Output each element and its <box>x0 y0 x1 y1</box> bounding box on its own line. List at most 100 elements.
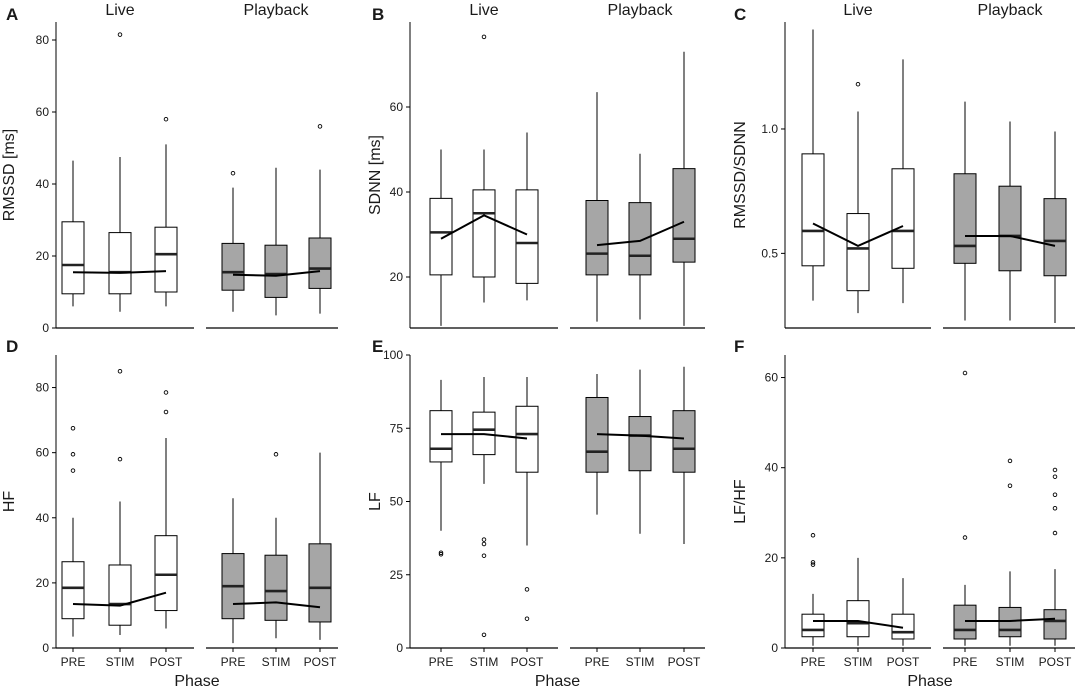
y-tick-label: 100 <box>383 348 403 362</box>
box-iqr <box>264 554 288 621</box>
series-live <box>429 376 539 638</box>
panel-d: D 0 20 40 60 80 HF PRE STIM POST PRE STIM POST Phase <box>1 337 338 690</box>
mean-line <box>72 270 167 274</box>
outlier-point <box>70 452 76 457</box>
series-live <box>61 369 178 637</box>
box-pre <box>221 498 245 644</box>
mean-line <box>440 214 528 240</box>
panel-a: A Live Playback 0 20 40 60 80 RMSSD [ms] <box>1 2 338 335</box>
y-tick-label: 0 <box>42 641 49 655</box>
y-tick-label: 1.0 <box>761 122 778 136</box>
outlier-point <box>438 550 444 556</box>
x-tick-label: POST <box>511 655 544 669</box>
box-post <box>154 116 178 307</box>
panel-c: C Live Playback 0.5 1.0 RMSSD/SDNN <box>732 2 1075 329</box>
outlier-point <box>1052 492 1058 497</box>
outlier-point <box>524 587 530 592</box>
x-tick-label: PRE <box>429 655 454 669</box>
box-pre <box>429 379 453 557</box>
box-iqr <box>429 410 453 463</box>
y-tick-label: 60 <box>390 100 404 114</box>
series-playback <box>585 366 696 544</box>
outlier-point <box>117 456 123 462</box>
panel-letter: A <box>6 5 18 24</box>
outlier-point <box>163 390 169 395</box>
y-tick-label: 75 <box>390 421 404 435</box>
box-iqr <box>801 153 825 267</box>
box-iqr <box>515 405 539 473</box>
box-iqr <box>154 535 178 612</box>
outlier-point <box>1052 467 1058 473</box>
x-axis-title: Phase <box>535 673 580 690</box>
outlier-point <box>1007 458 1013 464</box>
box-pre <box>221 170 245 312</box>
x-axis-title: Phase <box>174 673 219 690</box>
x-tick-label: STIM <box>262 655 291 669</box>
outlier-point <box>481 537 487 542</box>
mean-line <box>965 617 1056 622</box>
panel-e: E 0 25 50 75 100 LF PRE STIM POST PRE STIM POST Phase <box>367 337 705 690</box>
box-iqr <box>953 173 977 264</box>
strip-label-playback: Playback <box>978 2 1044 19</box>
panel-letter: E <box>372 337 383 356</box>
panel-letter: D <box>6 337 18 356</box>
y-tick-label: 60 <box>36 105 50 119</box>
x-tick-label: PRE <box>953 655 978 669</box>
strip-label-playback: Playback <box>608 2 674 19</box>
box-post <box>891 578 915 646</box>
series-live <box>801 533 915 646</box>
mean-line <box>812 222 904 248</box>
y-axis-title: LF/HF <box>732 479 749 524</box>
x-tick-label: POST <box>1039 655 1072 669</box>
y-tick-label: 40 <box>36 177 50 191</box>
outlier-point <box>1052 474 1058 479</box>
x-tick-label: PRE <box>801 655 826 669</box>
mean-line <box>965 234 1056 247</box>
series-playback <box>953 370 1067 646</box>
box-iqr <box>953 604 977 640</box>
outlier-point <box>1052 506 1058 511</box>
panel-f: F 0 20 40 60 LF/HF PRE STIM POST PRE STIM POST Phase <box>732 337 1075 690</box>
box-pre <box>953 101 977 321</box>
outlier-point <box>962 370 968 376</box>
box-pre <box>429 149 453 326</box>
box-stim <box>108 32 132 312</box>
outlier-point <box>1007 483 1013 488</box>
box-iqr <box>1043 198 1067 277</box>
box-stim <box>998 458 1022 646</box>
outlier-point <box>962 535 968 540</box>
y-tick-label: 40 <box>765 461 779 475</box>
box-stim <box>628 369 652 534</box>
y-axis-title: HF <box>1 491 18 513</box>
box-pre <box>585 374 609 515</box>
outlier-point <box>117 32 123 37</box>
box-stim <box>264 167 288 316</box>
mean-line <box>441 433 528 440</box>
box-post <box>891 59 915 304</box>
x-tick-label: POST <box>668 655 701 669</box>
series-playback <box>221 452 332 644</box>
box-pre <box>585 92 609 322</box>
outlier-point <box>163 409 169 415</box>
y-tick-label: 25 <box>390 568 404 582</box>
outlier-point <box>481 541 487 547</box>
panel-letter: C <box>734 5 746 24</box>
box-stim <box>472 34 496 303</box>
y-axis-title: RMSSD [ms] <box>1 129 18 221</box>
box-iqr <box>154 226 178 293</box>
mean-line <box>72 591 167 607</box>
box-iqr <box>1043 609 1067 640</box>
outlier-point <box>481 34 487 40</box>
outlier-point <box>481 632 487 638</box>
box-iqr <box>308 237 332 289</box>
box-stim <box>998 121 1022 321</box>
box-iqr <box>628 202 652 276</box>
mean-line <box>596 220 685 247</box>
box-iqr <box>308 543 332 623</box>
outlier-point <box>438 551 444 557</box>
outlier-point <box>230 170 236 176</box>
box-stim <box>846 81 870 314</box>
box-stim <box>264 452 288 639</box>
box-post <box>1043 131 1067 324</box>
